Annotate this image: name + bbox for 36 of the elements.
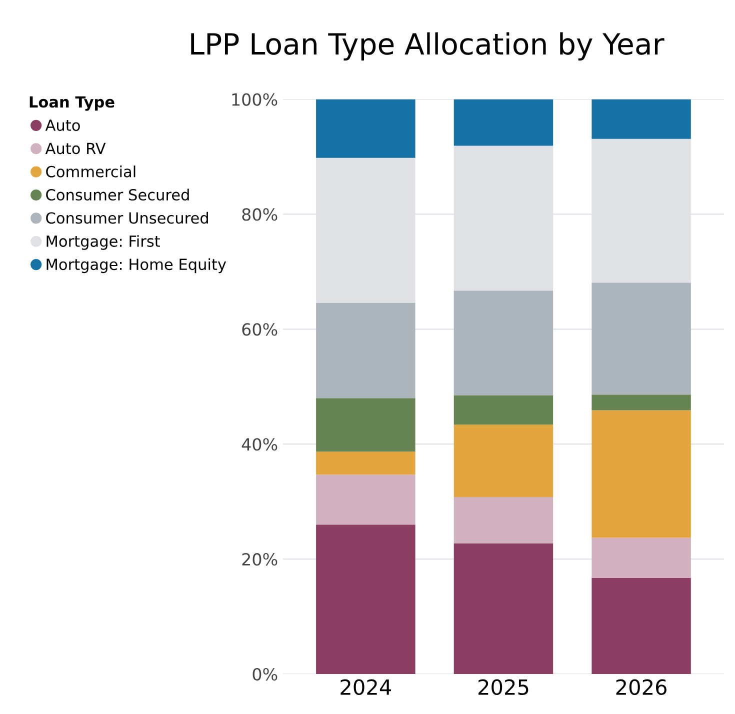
bar [454, 395, 554, 425]
y-tick-label: 80% [242, 208, 278, 221]
bar [316, 398, 416, 452]
bar [454, 496, 554, 544]
bar [316, 452, 416, 475]
x-tick-label: 2024 [340, 679, 392, 696]
bar [316, 99, 416, 158]
legend-label: Mortgage: Home Equity [46, 258, 226, 274]
legend-label: Mortgage: First [46, 235, 160, 250]
bar [592, 394, 691, 410]
bar [454, 424, 554, 497]
bar [592, 410, 691, 538]
bar [454, 99, 554, 146]
legend-title: Loan Type [30, 96, 114, 111]
bar [454, 290, 554, 396]
y-tick-label: 60% [242, 323, 278, 336]
chart-title: LPP Loan Type Allocation by Year [191, 32, 664, 61]
y-tick-label: 20% [242, 553, 278, 566]
x-tick-label: 2026 [616, 679, 666, 696]
bar [454, 544, 554, 674]
x-tick-label: 2025 [478, 679, 528, 696]
legend-label: Commercial [46, 166, 136, 178]
bar [592, 99, 691, 139]
y-tick-label: 40% [242, 438, 278, 451]
bar [592, 578, 691, 674]
y-tick-label: 0% [252, 668, 278, 681]
y-tick-label: 100% [232, 93, 278, 106]
bar [316, 474, 416, 525]
bar [592, 538, 691, 578]
legend-label: Consumer Secured [46, 188, 189, 201]
legend-label: Auto [45, 120, 80, 131]
legend-label: Consumer Unsecured [46, 212, 208, 224]
bar [316, 302, 416, 398]
bar [592, 282, 691, 395]
legend-label: Auto RV [45, 142, 106, 154]
bar [316, 524, 416, 674]
